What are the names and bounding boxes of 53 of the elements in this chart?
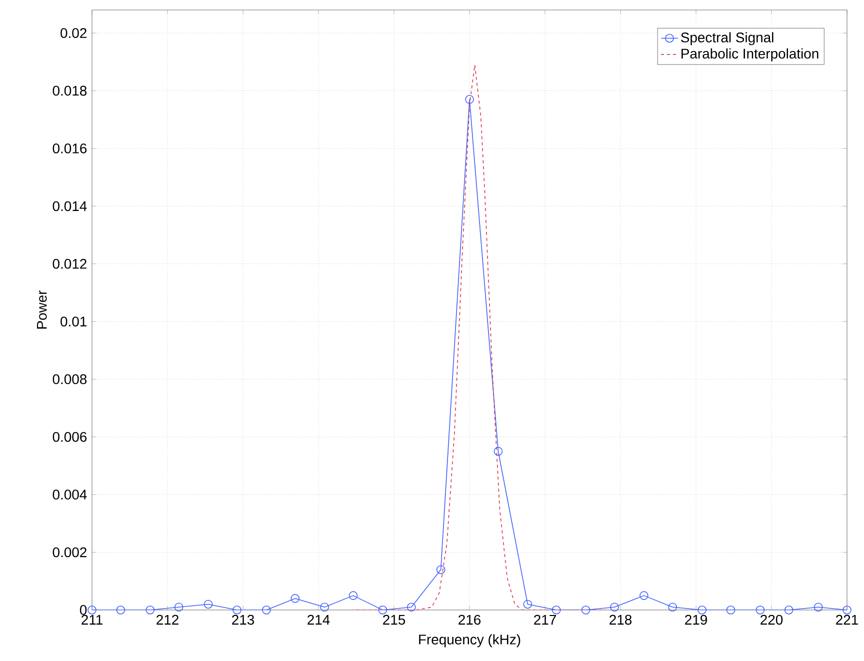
x-tick-label: 216 [458,614,481,625]
point [698,606,706,614]
y-tick-label: 0.012 [52,258,86,269]
y-axis-title: Power [37,290,47,329]
x-tick-label: 211 [82,614,102,625]
point [174,602,184,612]
point [406,602,416,612]
y-tick-label: 0.016 [52,143,87,154]
x-tick-label: 219 [685,614,707,625]
y-tick-label: 0.004 [52,490,87,500]
point [640,591,648,600]
x-axis-title: Frequency (kHz) [419,634,520,648]
point [814,602,823,612]
point [610,602,619,612]
point [436,565,446,574]
point [668,602,678,612]
y-tick-label: 0.01 [60,316,86,326]
x-tick-label: 212 [156,614,178,625]
x-tick-label: 221 [836,614,858,625]
y-tick-label: 0.002 [52,547,86,558]
point [290,594,300,603]
x-tick-label: 218 [610,614,632,625]
x-tick-label: 217 [534,614,556,625]
point [378,606,388,614]
y-tick-label: 0.018 [52,86,87,96]
point [146,606,155,614]
point [523,600,532,609]
y-tick-label: 0.02 [60,28,86,38]
y-tick-label: 0.006 [52,432,87,442]
point [552,606,561,614]
y-tick-label: 0.014 [52,201,87,212]
point [726,606,736,614]
legend-label: Parabolic Interpolation [682,48,818,62]
x-tick-label: 214 [308,614,330,625]
legend-label: Spectral Signal [681,32,774,46]
point [756,606,765,614]
point [581,606,590,614]
point [232,606,242,614]
point [842,606,852,614]
point [348,591,358,600]
point [88,606,96,614]
point [465,95,474,104]
point [204,600,213,609]
x-tick-label: 215 [383,614,406,625]
point [320,602,329,612]
point [262,606,271,614]
x-tick-label: 220 [760,614,783,625]
point [494,446,503,456]
point [116,606,126,614]
point [784,606,794,614]
y-tick-label: 0.008 [52,374,87,384]
y-tick-label: 0 [80,605,87,615]
x-tick-label: 213 [232,614,254,625]
